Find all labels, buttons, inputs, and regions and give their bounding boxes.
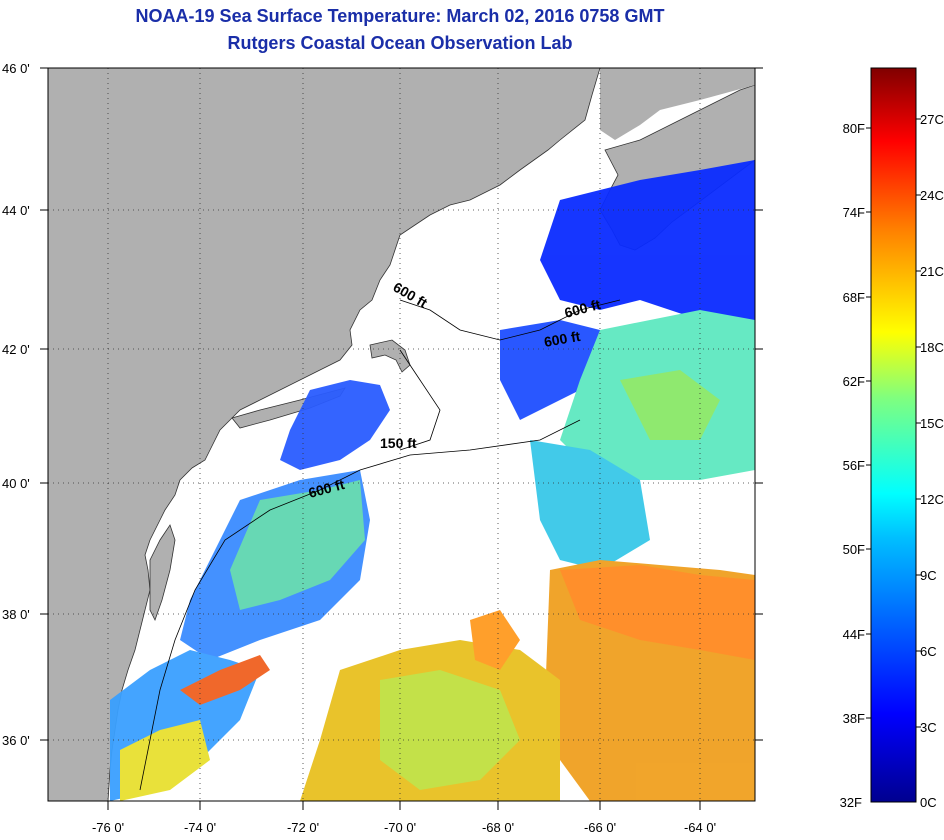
lat-label-40: 40 0' bbox=[2, 476, 30, 491]
colorbar-label-18c: 18C bbox=[920, 340, 944, 355]
colorbar-label-27c: 27C bbox=[920, 112, 944, 127]
sst-data bbox=[110, 160, 755, 801]
bathymetry-contours bbox=[139, 299, 621, 791]
colorbar-label-0c: 0C bbox=[920, 795, 937, 810]
land-delmarva bbox=[149, 524, 176, 622]
map-subtitle: Rutgers Coastal Ocean Observation Lab bbox=[227, 33, 573, 53]
colorbar bbox=[870, 67, 917, 803]
colorbar-label-6c: 6C bbox=[920, 644, 937, 659]
lon-label-76: -76 0' bbox=[92, 820, 124, 835]
colorbar-label-32f: 32F bbox=[840, 795, 862, 810]
lon-label-74: -74 0' bbox=[184, 820, 216, 835]
colorbar-label-80f: 80F bbox=[843, 121, 865, 136]
lat-label-36: 36 0' bbox=[2, 733, 30, 748]
axis-ticks bbox=[40, 67, 763, 810]
colorbar-label-68f: 68F bbox=[843, 290, 865, 305]
land-us bbox=[48, 68, 601, 801]
lon-label-64: -64 0' bbox=[684, 820, 716, 835]
lat-label-46: 46 0' bbox=[2, 61, 30, 76]
lat-label-44: 44 0' bbox=[2, 203, 30, 218]
map-title: NOAA-19 Sea Surface Temperature: March 0… bbox=[135, 6, 665, 26]
colorbar-label-24c: 24C bbox=[920, 188, 944, 203]
colorbar-label-21c: 21C bbox=[920, 264, 944, 279]
contour-label-150ft: 150 ft bbox=[380, 435, 417, 451]
colorbar-label-44f: 44F bbox=[843, 627, 865, 642]
lon-label-68: -68 0' bbox=[482, 820, 514, 835]
graticule bbox=[48, 68, 755, 801]
lon-label-72: -72 0' bbox=[287, 820, 319, 835]
lon-label-66: -66 0' bbox=[584, 820, 616, 835]
map-frame bbox=[47, 67, 756, 802]
colorbar-label-50f: 50F bbox=[843, 542, 865, 557]
lon-label-70: -70 0' bbox=[384, 820, 416, 835]
colorbar-label-15c: 15C bbox=[920, 416, 944, 431]
colorbar-ticks bbox=[866, 118, 921, 728]
colorbar-label-3c: 3C bbox=[920, 720, 937, 735]
contour-label-600ft-3: 600 ft bbox=[543, 328, 582, 350]
colorbar-label-9c: 9C bbox=[920, 568, 937, 583]
colorbar-label-62f: 62F bbox=[843, 374, 865, 389]
lat-label-42: 42 0' bbox=[2, 342, 30, 357]
colorbar-label-56f: 56F bbox=[843, 458, 865, 473]
colorbar-label-12c: 12C bbox=[920, 492, 944, 507]
colorbar-label-74f: 74F bbox=[843, 205, 865, 220]
colorbar-label-38f: 38F bbox=[843, 711, 865, 726]
land-north bbox=[600, 68, 755, 140]
lat-label-38: 38 0' bbox=[2, 607, 30, 622]
